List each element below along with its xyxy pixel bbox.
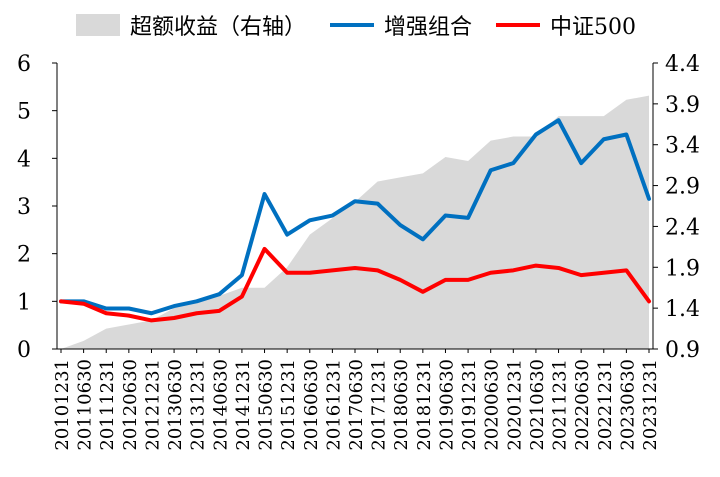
chart-legend: 超额收益（右轴） 增强组合 中证500 xyxy=(76,8,636,42)
x-tick-label: 20120630 xyxy=(120,359,141,451)
left-y-tick-label: 3 xyxy=(17,195,31,220)
left-y-tick-label: 1 xyxy=(17,290,31,315)
left-y-tick-label: 0 xyxy=(17,338,31,363)
legend-label: 超额收益（右轴） xyxy=(130,15,307,40)
legend-swatch-area xyxy=(76,14,120,36)
x-tick-label: 20190630 xyxy=(436,359,457,451)
legend-swatch-line xyxy=(330,23,375,27)
x-tick-label: 20140630 xyxy=(210,359,231,451)
legend-item-csi500: 中证500 xyxy=(496,9,636,41)
right-y-tick-label: 1.9 xyxy=(665,256,700,281)
right-y-tick-label: 3.9 xyxy=(665,93,700,118)
x-tick-label: 20200630 xyxy=(482,359,503,451)
x-tick-label: 20151231 xyxy=(278,359,299,451)
x-tick-label: 20121231 xyxy=(142,359,163,451)
right-y-tick-label: 0.9 xyxy=(665,338,700,363)
legend-label: 中证500 xyxy=(550,15,637,40)
legend-swatch-line xyxy=(496,23,541,27)
x-tick-label: 20141231 xyxy=(233,359,254,451)
left-y-tick-label: 6 xyxy=(17,52,31,77)
x-tick-label: 20160630 xyxy=(301,359,322,451)
x-tick-label: 20110630 xyxy=(75,359,96,451)
x-tick-label: 20170630 xyxy=(346,359,367,451)
right-y-tick-label: 2.9 xyxy=(665,175,700,200)
line-enhanced-portfolio xyxy=(59,118,651,316)
x-tick-label: 20221231 xyxy=(595,359,616,451)
x-tick-label: 20230630 xyxy=(617,359,638,451)
line-csi500 xyxy=(59,246,651,323)
x-tick-label: 20231231 xyxy=(640,359,661,451)
area-excess-return xyxy=(61,95,649,349)
left-y-tick-label: 4 xyxy=(17,147,31,172)
x-tick-label: 20130630 xyxy=(165,359,186,451)
x-tick-label: 20161231 xyxy=(323,359,344,451)
x-tick-label: 20191231 xyxy=(459,359,480,451)
x-tick-label: 20131231 xyxy=(188,359,209,451)
left-y-tick-label: 5 xyxy=(17,100,31,125)
x-tick-label: 20150630 xyxy=(256,359,277,451)
right-y-tick-label: 4.4 xyxy=(665,52,700,77)
right-y-tick-label: 1.4 xyxy=(665,297,700,322)
legend-label: 增强组合 xyxy=(384,15,473,40)
legend-item-enhanced-portfolio: 增强组合 xyxy=(330,9,472,41)
x-tick-label: 20201231 xyxy=(504,359,525,451)
right-y-tick-label: 3.4 xyxy=(665,134,700,159)
right-y-tick-label: 2.4 xyxy=(665,215,700,240)
x-tick-label: 20101231 xyxy=(52,359,73,451)
x-tick-label: 20211231 xyxy=(550,359,571,451)
x-tick-label: 20171231 xyxy=(369,359,390,451)
x-tick-label: 20111231 xyxy=(97,359,118,451)
legend-item-excess-return: 超额收益（右轴） xyxy=(76,9,306,41)
x-tick-label: 20220630 xyxy=(572,359,593,451)
x-tick-label: 20210630 xyxy=(527,359,548,451)
x-tick-label: 20181231 xyxy=(414,359,435,451)
x-tick-label: 20180630 xyxy=(391,359,412,451)
left-y-tick-label: 2 xyxy=(17,243,31,268)
